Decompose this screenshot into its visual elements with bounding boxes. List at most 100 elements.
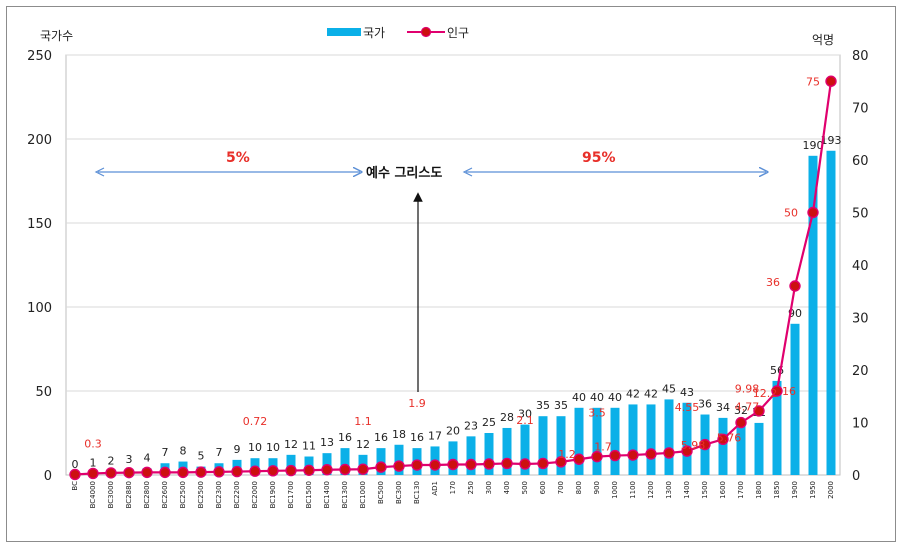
y-left-title: 국가수 — [40, 29, 73, 43]
y-right-tick-label: 0 — [852, 469, 860, 484]
x-tick-label: BC300 — [395, 481, 403, 504]
y-left-tick-label: 50 — [35, 385, 52, 400]
bar-value-label: 40 — [572, 391, 586, 404]
x-tick-label: 700 — [557, 481, 565, 494]
population-point — [285, 464, 297, 477]
legend-bar-label: 국가 — [363, 26, 385, 40]
bar — [556, 416, 566, 475]
legend: 국가 인구 — [327, 26, 469, 40]
bar-series — [88, 150, 836, 476]
population-point — [177, 466, 189, 479]
population-point — [303, 464, 315, 476]
population-point — [789, 280, 801, 292]
x-tick-label: BC1900 — [269, 481, 277, 508]
population-point — [231, 465, 243, 478]
bar-value-label: 7 — [162, 446, 169, 459]
x-tick-label: BC130 — [413, 481, 421, 504]
x-tick-label: BC1400 — [323, 481, 331, 508]
population-point — [483, 458, 495, 470]
bar-value-label: 10 — [248, 441, 262, 454]
x-tick-label: BC500 — [377, 481, 385, 504]
bar — [484, 433, 494, 475]
bar-value-label: 16 — [374, 431, 388, 444]
bar-value-label: 42 — [644, 387, 658, 400]
x-tick-label: BC1700 — [287, 481, 295, 508]
bar-value-label: 16 — [338, 431, 352, 444]
bar-value-label: 40 — [608, 391, 622, 404]
bar-value-label: 11 — [302, 440, 316, 453]
extra-population-label: 1.2 — [558, 448, 576, 461]
x-tick-label: BC4000 — [89, 481, 97, 508]
y-right-tick-label: 50 — [852, 207, 869, 222]
annotation-group: 5% 95% 예수 그리스도 — [94, 150, 766, 392]
y-right-tick-label: 20 — [852, 364, 869, 379]
bar — [808, 155, 818, 476]
x-tick-label: 400 — [503, 481, 511, 494]
bar-value-label: 10 — [266, 441, 280, 454]
x-tick-label: 900 — [593, 481, 601, 494]
bar — [754, 422, 764, 475]
population-point — [663, 447, 675, 459]
bar — [520, 424, 530, 475]
x-tick-label: 1300 — [665, 481, 673, 499]
bar — [610, 407, 620, 475]
population-point — [249, 465, 261, 477]
x-tick-label: BC3000 — [107, 481, 115, 508]
population-point — [87, 467, 99, 480]
bar-value-label: 25 — [482, 416, 496, 429]
population-value-label: 0.72 — [243, 415, 268, 428]
y-right-ticks: 0 10 20 30 40 50 60 70 80 — [852, 49, 869, 484]
bar — [466, 436, 476, 475]
x-tick-label: 1400 — [683, 481, 691, 499]
x-tick-label: BC1000 — [359, 481, 367, 508]
y-left-ticks: 0 50 100 150 200 250 — [27, 49, 52, 484]
population-point — [645, 448, 657, 460]
extra-population-label: 4.77 — [735, 401, 760, 414]
bar — [790, 323, 800, 475]
population-value-label: 4.55 — [675, 401, 700, 414]
bar — [538, 416, 548, 475]
population-point — [555, 456, 567, 468]
legend-bar-swatch — [327, 28, 361, 36]
bar-value-label: 35 — [554, 399, 568, 412]
bar-value-label: 4 — [144, 451, 151, 464]
y-left-tick-label: 250 — [27, 49, 52, 64]
y-left-tick-label: 0 — [44, 469, 52, 484]
bar-value-label: 18 — [392, 428, 406, 441]
bar-value-label: 32 — [734, 404, 748, 417]
x-tick-label: 800 — [575, 481, 583, 494]
population-point — [771, 385, 783, 397]
population-point — [699, 438, 711, 451]
population-point — [447, 458, 459, 471]
right-range-arrowhead — [462, 167, 473, 177]
bar-value-label: 3 — [126, 453, 133, 466]
bar-value-label: 8 — [180, 445, 187, 458]
population-value-label: 3.5 — [588, 407, 606, 420]
population-value-label: 1.9 — [408, 397, 426, 410]
population-point — [627, 449, 639, 461]
population-point — [105, 467, 117, 479]
bar-value-label: 16 — [410, 431, 424, 444]
x-tick-label: BC2300 — [215, 481, 223, 508]
x-tick-label: 1800 — [755, 481, 763, 499]
center-annotation: 예수 그리스도 — [366, 165, 442, 181]
population-point — [717, 433, 729, 445]
x-tick-label: 1000 — [611, 481, 619, 499]
population-point — [573, 453, 585, 465]
x-tick-label: 250 — [467, 481, 475, 494]
extra-population-label: 1.7 — [594, 441, 612, 454]
population-line — [74, 81, 833, 476]
right-percentage: 95% — [582, 150, 616, 166]
bar-value-label: 20 — [446, 424, 460, 437]
x-tick-label: 1100 — [629, 481, 637, 499]
y-left-tick-label: 200 — [27, 133, 52, 148]
population-point — [753, 405, 765, 417]
population-point — [465, 458, 477, 471]
bar — [502, 427, 512, 475]
bar — [772, 380, 782, 475]
population-point — [213, 466, 225, 478]
bar — [592, 407, 602, 475]
bar-value-label: 0 — [72, 458, 79, 471]
x-tick-label: 600 — [539, 481, 547, 494]
x-ticks: BC BC4000 BC3000 BC2880 BC2800 BC2600 BC2500 BC… — [71, 481, 835, 508]
